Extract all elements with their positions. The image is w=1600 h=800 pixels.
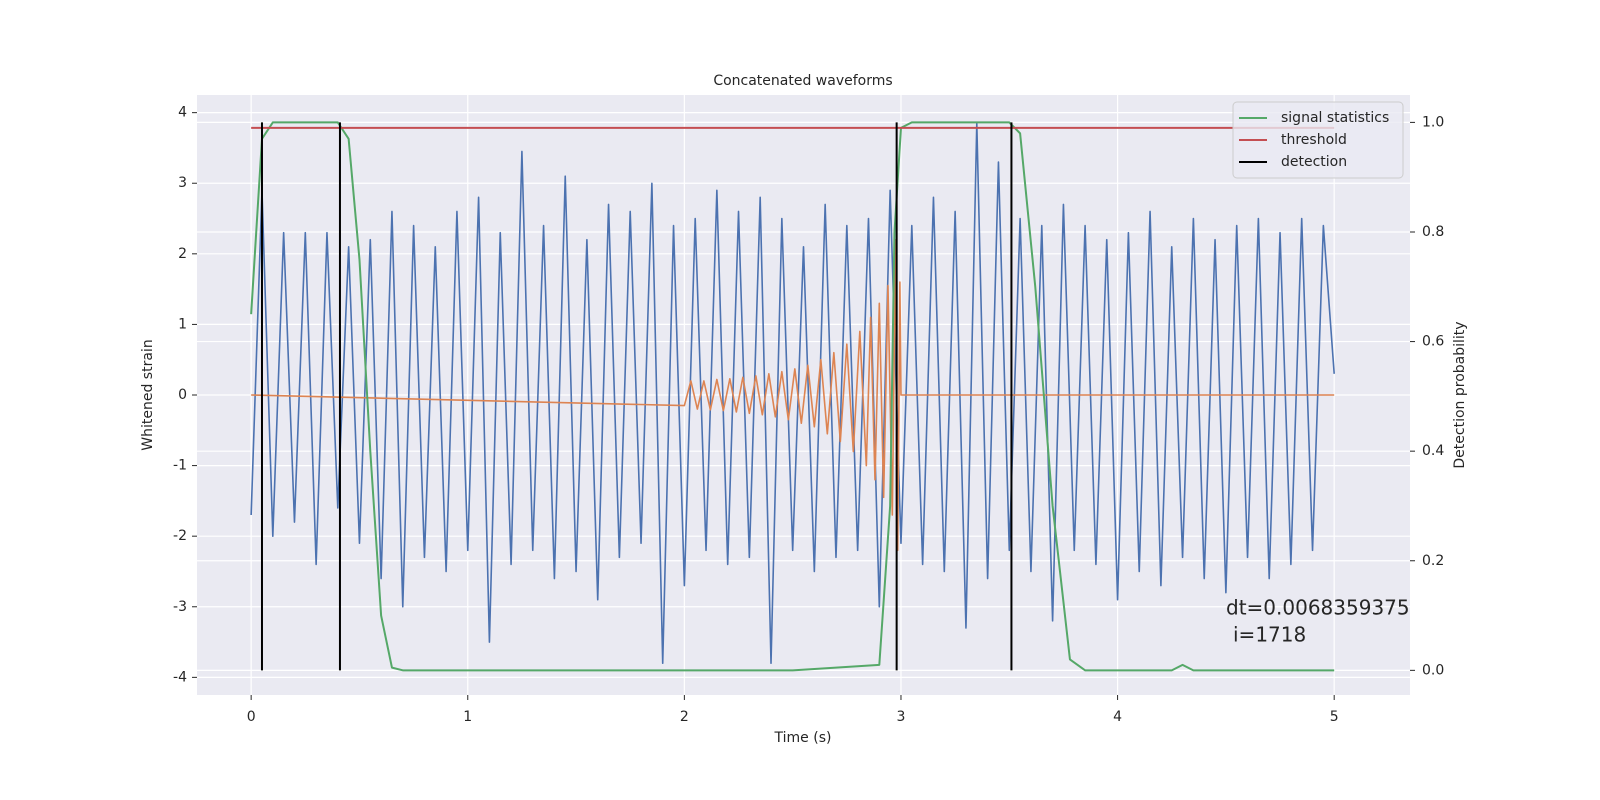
series-line: [250, 121, 1335, 672]
series-line: [251, 238, 1335, 552]
y-tick-label: -3: [173, 599, 187, 615]
x-axis-label: Time (s): [774, 730, 832, 746]
legend-label: detection: [1281, 154, 1347, 170]
y-tick-label: -2: [173, 528, 187, 544]
y-tick-label: 2: [178, 246, 187, 262]
y-tick-label: -1: [173, 458, 187, 474]
legend-label: signal statistics: [1281, 110, 1389, 126]
y-axis-label: Whitened strain: [140, 339, 156, 450]
x-tick-label: 0: [247, 709, 256, 725]
y2-tick-label: 0.8: [1422, 224, 1444, 240]
plot-area: [250, 121, 1335, 672]
annotation: i=1718: [1233, 623, 1306, 647]
legend-box: [1232, 101, 1404, 179]
y-tick-label: 0: [178, 387, 187, 403]
y2-tick-label: 0.0: [1422, 662, 1444, 678]
y2-tick-label: 0.6: [1422, 334, 1444, 350]
y2-tick-label: 0.4: [1422, 443, 1444, 459]
chart-title: Concatenated waveforms: [713, 73, 892, 89]
y-tick-label: 4: [178, 105, 187, 121]
x-tick-label: 5: [1330, 709, 1339, 725]
y-tick-label: 3: [178, 175, 187, 191]
x-tick-label: 1: [463, 709, 472, 725]
y-tick-label: 1: [178, 316, 187, 332]
x-tick-label: 3: [897, 709, 906, 725]
y2-tick-label: 0.2: [1422, 553, 1444, 569]
x-tick-label: 4: [1113, 709, 1122, 725]
annotation: dt=0.0068359375: [1226, 596, 1410, 620]
foreground: 0 1 2 3 4 5 -4 -3 -2 -1 0 1 2 3 4 0.0 0.2 0.4 0.6 0.8 1.0 dt=…: [173, 101, 1444, 725]
y-tick-label: -4: [173, 669, 187, 685]
x-tick-label: 2: [680, 709, 689, 725]
y2-axis-label: Detection probability: [1452, 321, 1468, 468]
y2-tick-label: 1.0: [1422, 114, 1444, 130]
legend-label: threshold: [1281, 132, 1347, 148]
series-line: [250, 122, 1335, 665]
